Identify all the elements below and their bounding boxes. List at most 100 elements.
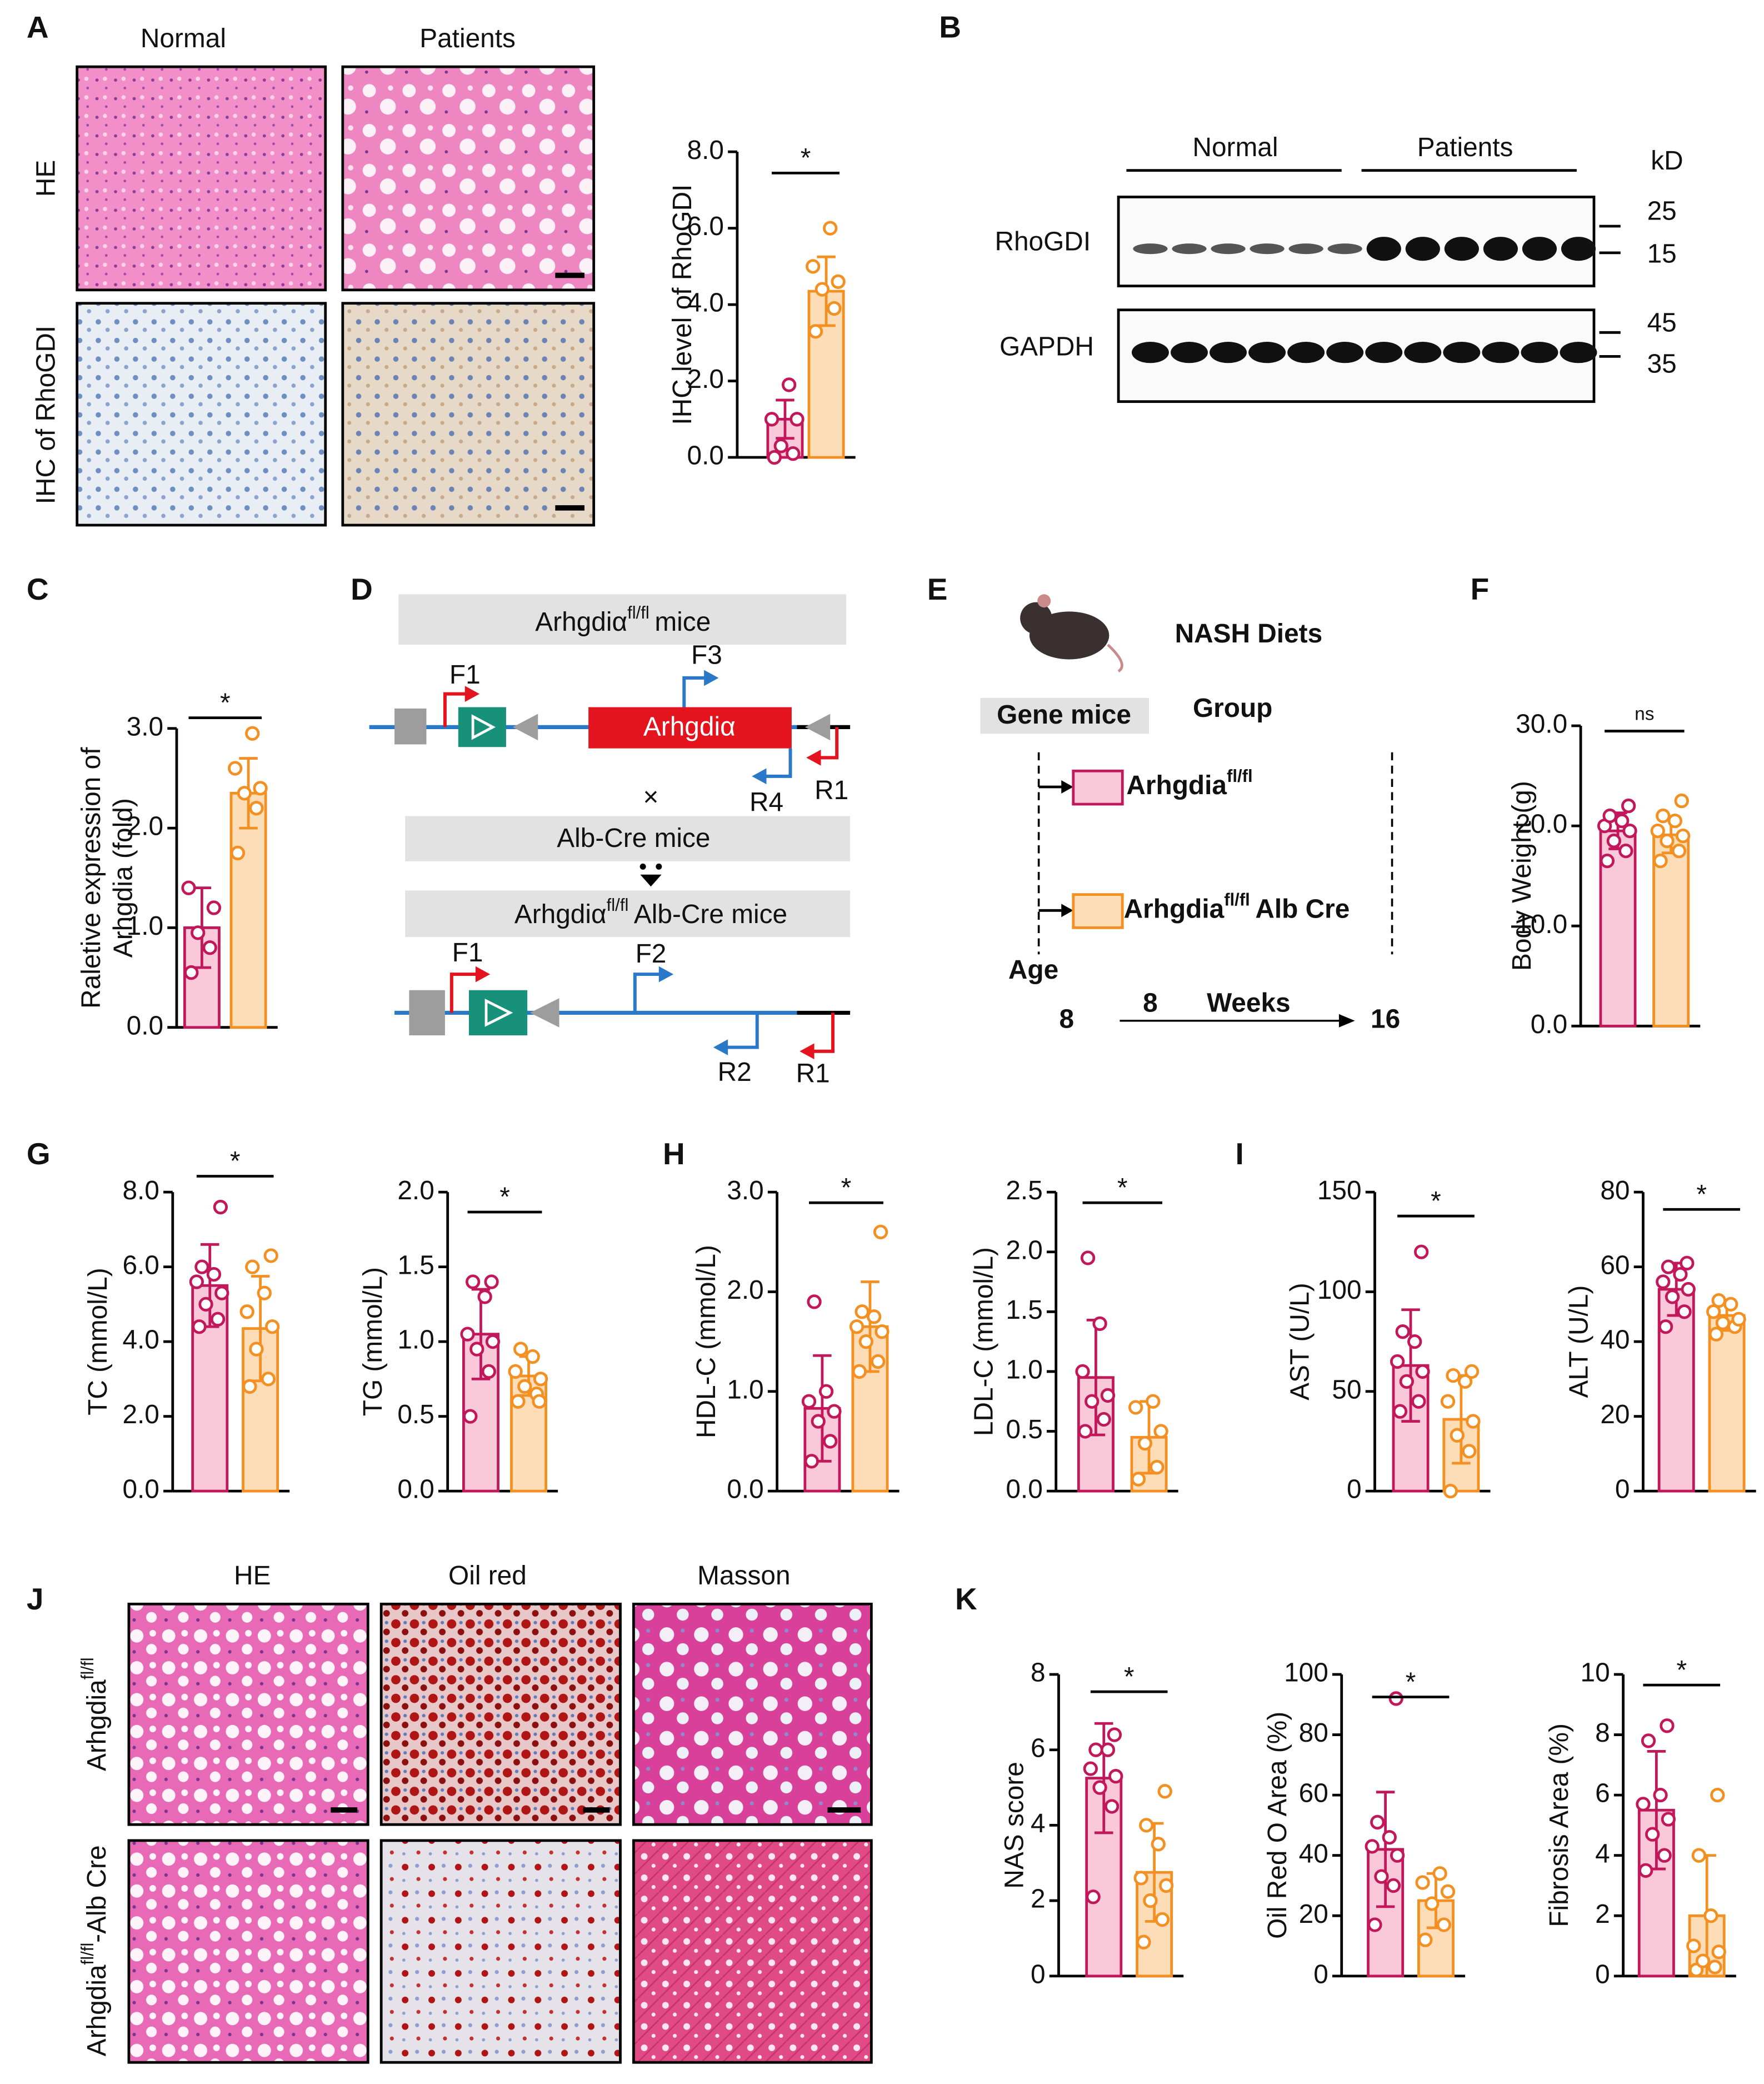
label: 8 [1060,1004,1075,1034]
data-point [242,1379,257,1394]
data-point [1660,833,1675,849]
y-tick-label: 2.0 [397,1176,434,1205]
data-point [214,1285,229,1300]
data-point [781,377,797,392]
column-label: HE [234,1561,271,1591]
data-point [508,1364,523,1379]
scale-bar [555,505,584,511]
micrograph [341,65,596,292]
data-point [1370,1814,1385,1830]
data-point [230,845,246,861]
data-point [1374,1869,1389,1884]
band [1444,237,1479,261]
data-point [1731,1312,1746,1327]
data-point [239,1304,254,1319]
superscript: fl/fl [627,603,649,622]
y-tick-label: 0.0 [727,1475,763,1504]
text: Alb-Cre mice [634,899,787,929]
data-point [1606,833,1621,849]
band [1248,342,1286,363]
group-label: Normal [1192,133,1278,162]
column-label: Patients [419,24,516,53]
text: Arhgdia [82,1965,112,2056]
y-tick-label: 2 [1595,1899,1610,1929]
data-point [245,726,260,741]
data-point [194,1259,209,1274]
y-tick-label: 0 [1347,1475,1362,1504]
gene-box [588,707,792,749]
data-point [818,1384,834,1399]
text: Arhgdia [1124,894,1225,924]
y-tick-label: 8 [1595,1718,1610,1748]
data-point [213,1199,228,1215]
data-point [1680,1255,1695,1271]
data-point [237,786,252,801]
primer [443,692,468,727]
gene-label: Arhgdiα [643,712,736,741]
data-point [811,1414,826,1429]
data-point [1618,843,1633,859]
data-point [264,1319,280,1334]
data-point [852,1364,867,1379]
dot [639,863,646,870]
exon [409,990,445,1036]
y-axis-label: HDL-C (mmol/L) [692,1245,721,1438]
data-point [773,438,788,453]
data-point [1107,1727,1122,1742]
significance-label: ns [1635,704,1654,725]
y-tick-label: 4 [1031,1809,1046,1838]
protein-label: RhoGDI [995,227,1091,257]
data-point [1658,1319,1673,1334]
data-point [1128,1400,1143,1415]
data-point [806,259,821,274]
data-point [1390,1848,1405,1863]
y-tick-label: 20.0 [1516,810,1567,839]
y-tick-label: 60 [1299,1779,1328,1808]
title-box [405,890,851,938]
scale-bar [555,272,584,278]
data-point [465,1274,481,1289]
label: Age [1008,955,1058,985]
data-point [1382,1829,1397,1845]
y-axis-label: ALT (U/L) [1565,1285,1594,1398]
y-tick-label: 2.0 [1006,1235,1042,1265]
error-bar [1095,1722,1113,1834]
data-point [1078,1424,1093,1439]
data-point [1660,1718,1675,1733]
data-point [1661,1259,1676,1274]
y-tick-label: 0 [1031,1960,1046,1989]
data-point [1656,1274,1671,1289]
data-point [1602,808,1617,824]
mouse-icon [1107,644,1123,672]
primer-label: R2 [718,1058,752,1087]
y-tick-label: 1.0 [397,1325,434,1355]
data-point [1108,1769,1123,1784]
micrograph [632,1602,873,1826]
data-point [257,1285,272,1300]
column-label: Normal [141,24,226,53]
data-point [1723,1297,1738,1312]
data-point [533,1372,548,1387]
band [1522,237,1557,261]
data-point [1143,1893,1158,1908]
data-point [1104,1799,1120,1814]
title: Alb-Cre mice [557,824,710,853]
primer-label: F3 [691,640,722,670]
data-point [1418,1932,1433,1947]
data-point [1665,1289,1680,1304]
band [1211,243,1246,255]
y-tick-label: 8.0 [122,1176,159,1205]
column-label: Masson [697,1561,790,1591]
data-point [1708,1327,1724,1342]
title-box [405,816,851,861]
band [1365,342,1403,363]
data-point [1638,1863,1653,1878]
y-tick-label: 10 [1580,1658,1610,1688]
text: Alb Cre [1255,894,1350,924]
y-tick-label: 150 [1317,1176,1362,1205]
y-tick-label: 40 [1299,1839,1328,1868]
marker-label: 25 [1647,197,1677,226]
label-box [980,697,1150,734]
data-point [1407,1334,1422,1349]
y-axis-label: Arhgdia (fold) [108,798,138,958]
